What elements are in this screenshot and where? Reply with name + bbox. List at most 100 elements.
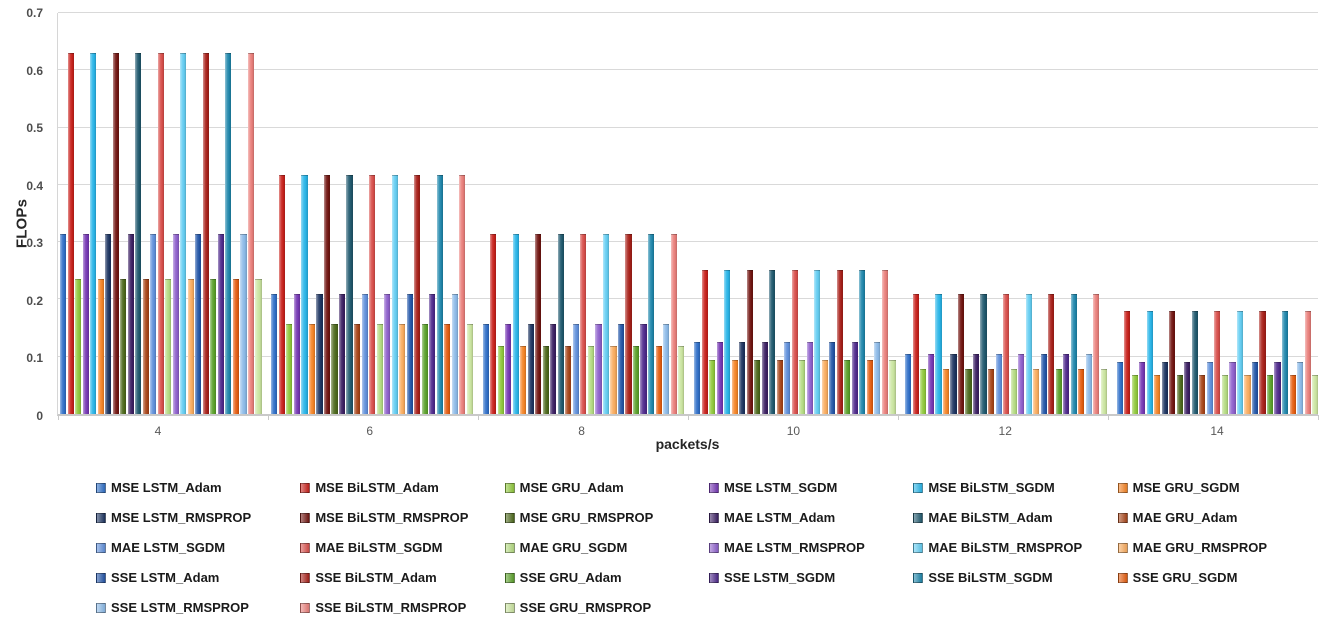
bar [776, 359, 783, 414]
bar [1221, 375, 1228, 414]
bar [444, 323, 451, 414]
gridline-0.2 [58, 298, 1318, 300]
legend-swatch-icon [504, 512, 515, 523]
bar [90, 53, 97, 414]
gridline-0.7 [58, 12, 1318, 13]
y-tick-label-0: 0 [36, 409, 43, 423]
bar [120, 278, 127, 414]
legend-item: MAE LSTM_Adam [708, 508, 909, 527]
legend-swatch-icon [504, 572, 515, 583]
legend-swatch-icon [300, 572, 311, 583]
x-axis-tickmark [898, 415, 899, 420]
legend-label: MAE BiLSTM_Adam [928, 510, 1053, 525]
y-tick-label-0.4: 0.4 [26, 178, 43, 193]
bar [920, 368, 927, 414]
legend-swatch-icon [300, 482, 311, 493]
bar [1100, 368, 1107, 414]
bar [980, 293, 987, 414]
legend-label: MSE LSTM_Adam [111, 480, 222, 495]
bar [535, 233, 542, 414]
bar [1297, 362, 1304, 414]
bar [406, 293, 413, 414]
bar [905, 353, 912, 414]
bar [240, 233, 247, 414]
bar [625, 233, 632, 414]
bar [202, 53, 209, 414]
bar [829, 341, 836, 414]
bar [731, 359, 738, 414]
bar [806, 341, 813, 414]
bar [308, 323, 316, 414]
legend-item: SSE BiLSTM_SGDM [913, 568, 1113, 587]
bar [97, 278, 104, 414]
bar [716, 341, 723, 414]
legend-label: MSE GRU_Adam [519, 480, 624, 495]
bar [316, 293, 323, 414]
bar [1259, 310, 1266, 414]
bar [972, 353, 980, 414]
x-category-label-4: 4 [154, 424, 162, 438]
legend-item: MAE GRU_Adam [1117, 508, 1318, 527]
legend-label: SSE LSTM_SGDM [723, 570, 836, 585]
legend-item: SSE LSTM_RMSPROP [96, 598, 296, 617]
legend-swatch-icon [913, 572, 924, 583]
bar [1048, 293, 1055, 414]
bar [655, 346, 662, 414]
legend-item: SSE BiLSTM_RMSPROP [300, 598, 500, 617]
legend-item: SSE LSTM_SGDM [708, 568, 909, 587]
legend-swatch-icon [96, 602, 106, 613]
legend-item: MAE LSTM_SGDM [96, 538, 296, 557]
y-tick-label-0.6: 0.6 [26, 63, 43, 78]
bar [663, 323, 670, 414]
bar [912, 293, 919, 414]
bar [874, 341, 881, 414]
bar [1033, 368, 1040, 414]
bar [1070, 293, 1077, 414]
bar [271, 293, 278, 414]
legend-item: MSE GRU_SGDM [1117, 478, 1318, 497]
bar [565, 346, 572, 414]
bar [640, 323, 647, 414]
legend-swatch-icon [300, 542, 311, 553]
bar [421, 323, 428, 414]
legend-swatch-icon [708, 512, 719, 523]
bar [1003, 293, 1010, 414]
bar [150, 233, 157, 414]
bar [338, 293, 346, 414]
bar [724, 269, 731, 414]
bar [520, 346, 527, 414]
legend-label: SSE LSTM_RMSPROP [111, 600, 249, 615]
bar [859, 269, 866, 414]
legend-swatch-icon [96, 542, 106, 553]
bar [950, 353, 957, 414]
legend-label: MSE BiLSTM_RMSPROP [315, 510, 469, 525]
bar-group-6 [271, 13, 473, 414]
bar [1312, 375, 1319, 414]
bar [957, 293, 965, 414]
bar [459, 174, 466, 414]
bar [610, 346, 617, 414]
legend-swatch-icon [1117, 482, 1128, 493]
bar [1274, 362, 1281, 414]
bar [1251, 362, 1259, 414]
bar [142, 278, 149, 414]
legend-swatch-icon [504, 482, 515, 493]
bar [1229, 362, 1236, 414]
bar [1010, 368, 1017, 414]
bar [1206, 362, 1213, 414]
x-category-label-6: 6 [366, 424, 374, 438]
bar [497, 346, 504, 414]
x-axis-tickmark [688, 415, 689, 420]
legend-item: MAE BiLSTM_SGDM [300, 538, 500, 557]
legend-label: MAE BiLSTM_SGDM [315, 540, 443, 555]
bar [512, 233, 519, 414]
bar [67, 53, 74, 414]
bar [784, 341, 791, 414]
legend-item: MSE LSTM_SGDM [708, 478, 909, 497]
legend-item: MSE BiLSTM_SGDM [913, 478, 1113, 497]
legend-label: SSE BiLSTM_SGDM [928, 570, 1053, 585]
legend-item: MSE BiLSTM_RMSPROP [300, 508, 500, 527]
legend: MSE LSTM_Adam MSE BiLSTM_Adam MSE GRU_Adam… [96, 478, 1318, 617]
bar [255, 278, 262, 414]
